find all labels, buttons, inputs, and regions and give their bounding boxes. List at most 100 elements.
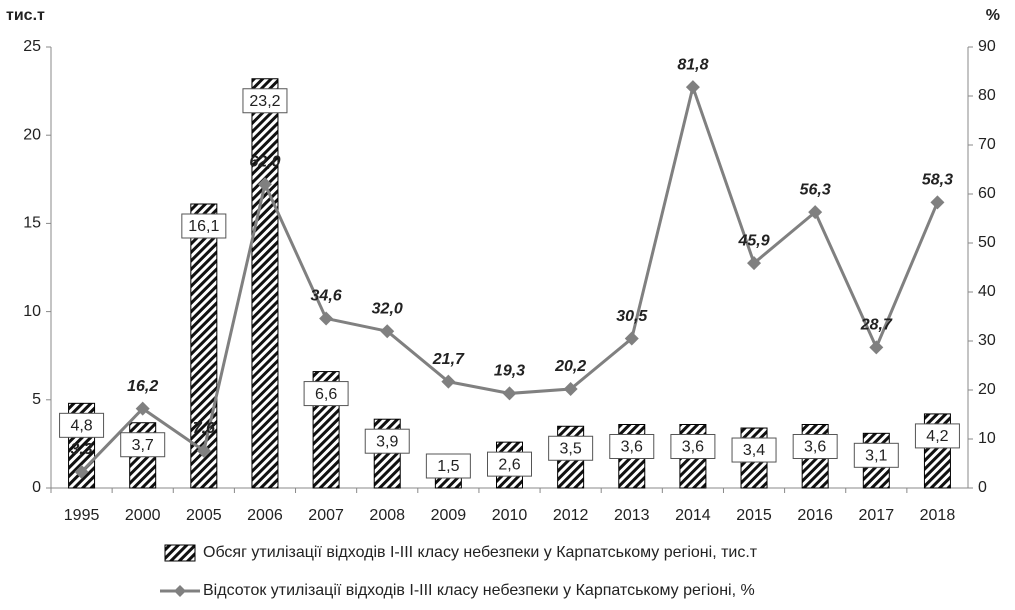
marker (747, 256, 762, 271)
y2-tick-label: 60 (978, 185, 996, 202)
value-label: 45,9 (737, 232, 769, 249)
marker (808, 205, 823, 220)
y2-tick-label: 90 (978, 38, 996, 55)
value-label: 3,1 (865, 448, 887, 465)
marker (380, 324, 395, 339)
value-label: 3,3 (70, 441, 92, 458)
value-label-box (792, 433, 838, 459)
value-label: 3,6 (804, 439, 826, 456)
marker (441, 374, 456, 389)
x-tick-label: 2014 (675, 507, 711, 524)
value-label: 28,7 (860, 317, 893, 334)
marker (502, 386, 517, 401)
value-label: 20,2 (554, 358, 586, 375)
y-tick-label: 15 (23, 215, 41, 232)
value-label-box (487, 451, 532, 477)
x-tick-label: 2009 (431, 507, 467, 524)
value-label-box (853, 442, 899, 468)
marker (74, 464, 89, 479)
x-tick-label: 2000 (125, 507, 161, 524)
y2-tick-label: 80 (978, 87, 996, 104)
y-tick-label: 0 (32, 479, 41, 496)
y2-tick-label: 10 (978, 430, 996, 447)
y-axis-unit: тис.т (6, 7, 45, 24)
value-label-box (181, 213, 227, 239)
x-tick-label: 2010 (492, 507, 528, 524)
y2-axis-unit: % (986, 7, 1000, 24)
x-tick-label: 2007 (308, 507, 344, 524)
value-label: 30,5 (616, 308, 648, 325)
value-label-box (120, 432, 166, 458)
marker (930, 195, 945, 210)
legend-swatch (164, 544, 196, 562)
legend-marker (174, 585, 186, 597)
value-label: 3,9 (376, 433, 398, 450)
x-tick-label: 2018 (920, 507, 956, 524)
marker (319, 311, 334, 326)
value-label: 7,6 (193, 420, 215, 437)
value-label: 16,1 (188, 218, 219, 235)
value-label-box (548, 435, 594, 461)
y2-tick-label: 20 (978, 381, 996, 398)
value-label-box (731, 437, 777, 463)
value-label: 3,6 (682, 439, 704, 456)
x-tick-label: 2015 (736, 507, 772, 524)
y-tick-label: 5 (32, 391, 41, 408)
value-label: 34,6 (311, 288, 342, 305)
value-label: 81,8 (677, 56, 708, 73)
bar (190, 203, 218, 489)
value-label: 21,7 (432, 351, 465, 368)
x-tick-label: 2008 (369, 507, 405, 524)
x-tick-label: 2017 (859, 507, 895, 524)
legend-label: Обсяг утилізації відходів І-ІІІ класу не… (203, 544, 758, 561)
value-label: 6,6 (315, 386, 337, 403)
value-label: 3,7 (132, 437, 154, 454)
value-label-box (303, 381, 349, 407)
x-tick-label: 1995 (64, 507, 100, 524)
value-label: 56,3 (800, 181, 831, 198)
value-label: 32,0 (372, 300, 403, 317)
value-label: 4,8 (70, 418, 92, 435)
x-tick-label: 2013 (614, 507, 650, 524)
y2-tick-label: 70 (978, 136, 996, 153)
value-label: 2,6 (498, 456, 520, 473)
marker (135, 401, 150, 416)
value-label: 19,3 (494, 363, 525, 380)
value-label: 58,3 (922, 172, 953, 189)
x-tick-label: 2006 (247, 507, 283, 524)
x-tick-label: 2005 (186, 507, 222, 524)
y-tick-label: 25 (23, 38, 41, 55)
y-tick-label: 20 (23, 126, 41, 143)
bar (251, 78, 279, 489)
y2-tick-label: 0 (978, 479, 987, 496)
x-tick-label: 2016 (797, 507, 833, 524)
value-label-box (609, 433, 655, 459)
legend-label: Відсоток утилізації відходів І-ІІІ класу… (203, 582, 755, 599)
value-label-box (425, 453, 471, 479)
value-label: 4,2 (926, 428, 948, 445)
y-tick-label: 10 (23, 303, 41, 320)
value-label-box (59, 412, 105, 438)
marker (563, 382, 578, 397)
value-label: 3,6 (621, 439, 643, 456)
marker (869, 340, 884, 355)
value-label: 3,5 (560, 440, 582, 457)
value-label: 3,4 (743, 442, 765, 459)
value-label-box (670, 433, 716, 459)
marker (196, 443, 211, 458)
value-label: 1,5 (437, 458, 459, 475)
y2-tick-label: 50 (978, 234, 996, 251)
marker (257, 177, 272, 192)
y2-tick-label: 30 (978, 332, 996, 349)
value-label-box (242, 88, 288, 114)
value-label: 16,2 (127, 378, 158, 395)
value-label: 62,0 (249, 153, 280, 170)
marker (685, 80, 700, 95)
y2-tick-label: 40 (978, 283, 996, 300)
marker (624, 331, 639, 346)
value-label-box (364, 428, 410, 454)
x-tick-label: 2012 (553, 507, 589, 524)
value-label-box (914, 423, 960, 449)
value-label: 23,2 (249, 93, 280, 110)
